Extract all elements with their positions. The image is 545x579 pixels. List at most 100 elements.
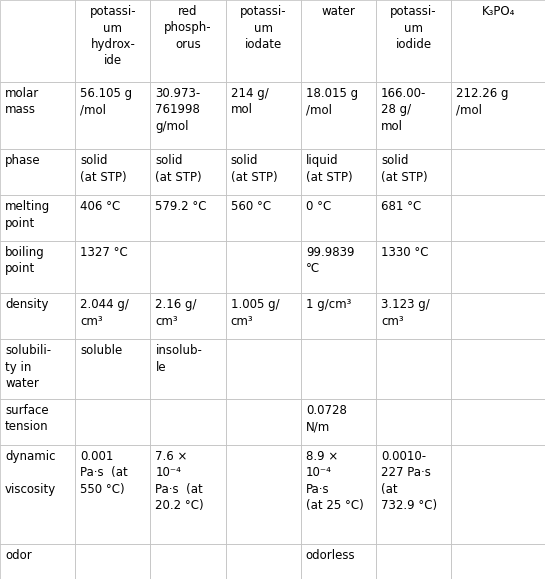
- Bar: [451, 0, 545, 82]
- Text: 214 g/
mol: 214 g/ mol: [231, 87, 268, 116]
- Bar: [150, 445, 226, 544]
- Text: solubili-
ty in
water: solubili- ty in water: [5, 344, 51, 390]
- Bar: [301, 445, 376, 544]
- Bar: [150, 149, 226, 195]
- Bar: [150, 241, 226, 294]
- Text: solid
(at STP): solid (at STP): [381, 155, 428, 184]
- Bar: [376, 195, 451, 241]
- Text: 560 °C: 560 °C: [231, 200, 271, 213]
- Bar: [226, 399, 301, 445]
- Bar: [75, 82, 150, 149]
- Text: 1.005 g/
cm³: 1.005 g/ cm³: [231, 298, 279, 328]
- Text: liquid
(at STP): liquid (at STP): [306, 155, 353, 184]
- Bar: [150, 195, 226, 241]
- Bar: [226, 339, 301, 399]
- Text: water: water: [322, 5, 355, 18]
- Text: phase: phase: [5, 155, 41, 167]
- Text: potassi-
um
iodate: potassi- um iodate: [240, 5, 287, 51]
- Text: insolub-
le: insolub- le: [155, 344, 202, 373]
- Bar: [150, 339, 226, 399]
- Bar: [75, 399, 150, 445]
- Bar: [0, 544, 75, 579]
- Text: 0 °C: 0 °C: [306, 200, 331, 213]
- Bar: [75, 0, 150, 82]
- Text: 1327 °C: 1327 °C: [80, 245, 128, 259]
- Bar: [75, 149, 150, 195]
- Bar: [376, 339, 451, 399]
- Bar: [301, 399, 376, 445]
- Text: K₃PO₄: K₃PO₄: [481, 5, 515, 18]
- Bar: [150, 82, 226, 149]
- Text: 8.9 ×
10⁻⁴
Pa·s
(at 25 °C): 8.9 × 10⁻⁴ Pa·s (at 25 °C): [306, 449, 364, 512]
- Bar: [451, 339, 545, 399]
- Text: dynamic

viscosity: dynamic viscosity: [5, 449, 56, 496]
- Text: density: density: [5, 298, 49, 312]
- Text: red
phosph-
orus: red phosph- orus: [164, 5, 212, 51]
- Bar: [376, 149, 451, 195]
- Bar: [451, 149, 545, 195]
- Bar: [75, 241, 150, 294]
- Bar: [226, 445, 301, 544]
- Text: 2.16 g/
cm³: 2.16 g/ cm³: [155, 298, 197, 328]
- Bar: [75, 445, 150, 544]
- Bar: [150, 544, 226, 579]
- Text: 212.26 g
/mol: 212.26 g /mol: [456, 87, 509, 116]
- Text: 56.105 g
/mol: 56.105 g /mol: [80, 87, 132, 116]
- Text: 0.001
Pa·s  (at
550 °C): 0.001 Pa·s (at 550 °C): [80, 449, 128, 496]
- Text: 18.015 g
/mol: 18.015 g /mol: [306, 87, 358, 116]
- Bar: [75, 544, 150, 579]
- Text: 1330 °C: 1330 °C: [381, 245, 428, 259]
- Bar: [0, 195, 75, 241]
- Text: potassi-
um
iodide: potassi- um iodide: [390, 5, 437, 51]
- Bar: [301, 339, 376, 399]
- Text: molar
mass: molar mass: [5, 87, 39, 116]
- Text: 99.9839
°C: 99.9839 °C: [306, 245, 354, 275]
- Bar: [226, 195, 301, 241]
- Text: 7.6 ×
10⁻⁴
Pa·s  (at
20.2 °C): 7.6 × 10⁻⁴ Pa·s (at 20.2 °C): [155, 449, 204, 512]
- Bar: [226, 0, 301, 82]
- Bar: [301, 241, 376, 294]
- Bar: [226, 149, 301, 195]
- Bar: [301, 149, 376, 195]
- Text: surface
tension: surface tension: [5, 404, 49, 434]
- Text: 2.044 g/
cm³: 2.044 g/ cm³: [80, 298, 129, 328]
- Bar: [0, 149, 75, 195]
- Text: solid
(at STP): solid (at STP): [231, 155, 277, 184]
- Text: potassi-
um
hydrox-
ide: potassi- um hydrox- ide: [89, 5, 136, 68]
- Text: 166.00-
28 g/
mol: 166.00- 28 g/ mol: [381, 87, 426, 133]
- Bar: [451, 195, 545, 241]
- Text: 681 °C: 681 °C: [381, 200, 421, 213]
- Bar: [376, 544, 451, 579]
- Bar: [301, 294, 376, 339]
- Text: 406 °C: 406 °C: [80, 200, 120, 213]
- Text: odor: odor: [5, 549, 32, 562]
- Text: soluble: soluble: [80, 344, 123, 357]
- Bar: [451, 399, 545, 445]
- Text: melting
point: melting point: [5, 200, 50, 229]
- Bar: [301, 544, 376, 579]
- Bar: [150, 399, 226, 445]
- Bar: [226, 544, 301, 579]
- Text: 1 g/cm³: 1 g/cm³: [306, 298, 351, 312]
- Bar: [376, 241, 451, 294]
- Bar: [376, 0, 451, 82]
- Bar: [451, 241, 545, 294]
- Bar: [376, 294, 451, 339]
- Text: odorless: odorless: [306, 549, 355, 562]
- Text: boiling
point: boiling point: [5, 245, 45, 275]
- Bar: [226, 241, 301, 294]
- Bar: [451, 294, 545, 339]
- Text: 579.2 °C: 579.2 °C: [155, 200, 207, 213]
- Text: solid
(at STP): solid (at STP): [155, 155, 202, 184]
- Text: solid
(at STP): solid (at STP): [80, 155, 127, 184]
- Bar: [0, 445, 75, 544]
- Bar: [75, 339, 150, 399]
- Text: 0.0728
N/m: 0.0728 N/m: [306, 404, 347, 434]
- Bar: [451, 82, 545, 149]
- Text: 3.123 g/
cm³: 3.123 g/ cm³: [381, 298, 430, 328]
- Bar: [226, 82, 301, 149]
- Bar: [0, 241, 75, 294]
- Bar: [0, 339, 75, 399]
- Bar: [0, 399, 75, 445]
- Bar: [75, 195, 150, 241]
